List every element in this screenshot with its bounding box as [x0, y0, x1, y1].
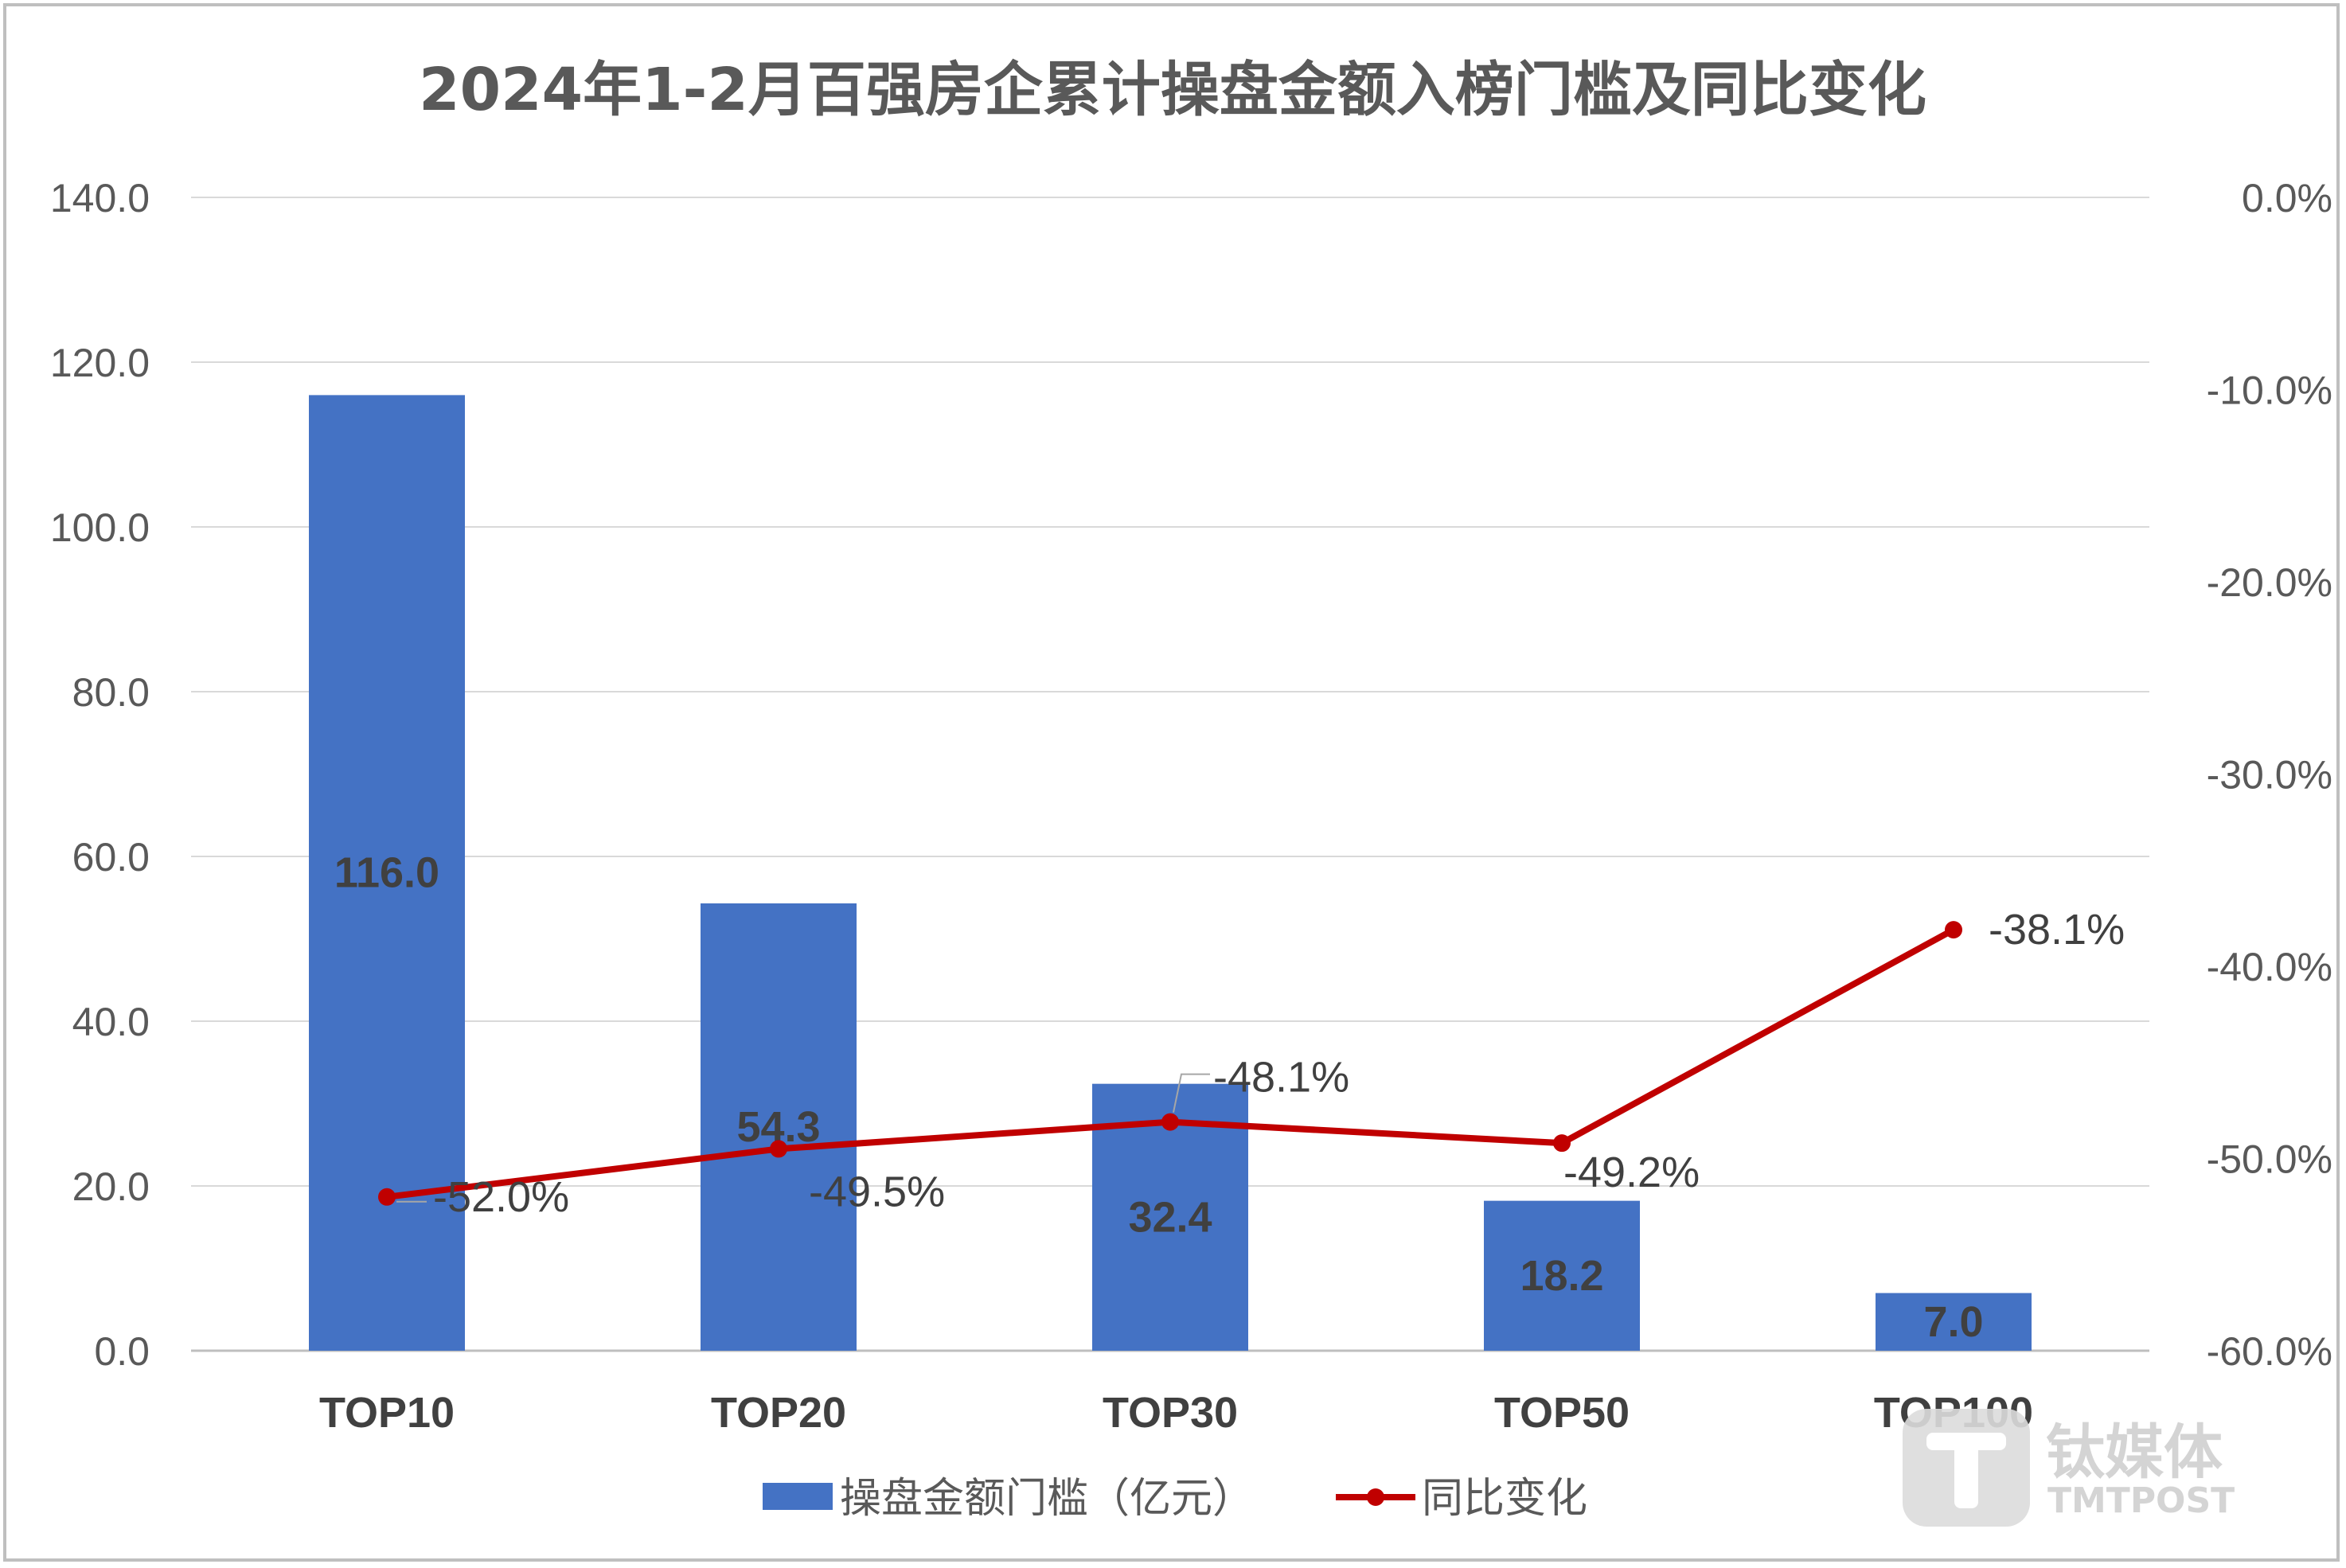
bar-series: 116.054.332.418.27.0	[309, 395, 2032, 1351]
right-tick-label: -40.0%	[2207, 945, 2332, 989]
left-tick-label: 140.0	[50, 176, 150, 220]
watermark: 钛媒体 TMTPOST	[1903, 1409, 2235, 1527]
line-point	[378, 1188, 396, 1206]
left-tick-label: 40.0	[72, 1000, 150, 1044]
line-value-label: -49.2%	[1563, 1149, 1700, 1196]
gridlines	[191, 197, 2149, 1352]
bar	[1876, 1293, 2032, 1351]
line-point	[1945, 921, 1962, 939]
line-value-label: -48.1%	[1213, 1054, 1349, 1102]
left-tick-label: 120.0	[50, 341, 150, 385]
line-value-label: -49.5%	[809, 1168, 945, 1215]
line-point	[1553, 1134, 1571, 1153]
right-tick-label: -30.0%	[2207, 753, 2332, 798]
right-tick-label: 0.0%	[2242, 176, 2332, 220]
left-tick-label: 100.0	[50, 505, 150, 550]
right-tick-label: -60.0%	[2207, 1329, 2332, 1374]
left-tick-label: 20.0	[72, 1164, 150, 1209]
right-axis-ticks: -60.0% -50.0% -40.0% -30.0% -20.0% -10.0% 0.0%	[2207, 176, 2332, 1374]
bar-value-label: 116.0	[334, 849, 439, 897]
category-label: TOP50	[1494, 1389, 1630, 1437]
left-tick-label: 60.0	[72, 835, 150, 880]
bar	[1484, 1200, 1640, 1351]
bar-value-label: 7.0	[1923, 1298, 1983, 1346]
bar	[701, 903, 857, 1351]
legend-bar-label: 操盘金额门槛（亿元）	[840, 1475, 1254, 1523]
legend-line-label: 同比变化	[1422, 1475, 1587, 1523]
line-series: -52.0% -49.5% -48.1% -49.2% -38.1%	[378, 906, 2125, 1221]
legend: 操盘金额门槛（亿元） 同比变化	[763, 1475, 1587, 1523]
line-point	[770, 1140, 787, 1158]
category-label: TOP20	[711, 1389, 846, 1437]
watermark-sub: TMTPOST	[2047, 1480, 2235, 1521]
category-label: TOP10	[319, 1389, 455, 1437]
category-axis-labels: TOP10TOP20TOP30TOP50TOP100	[319, 1389, 2033, 1437]
right-tick-label: -10.0%	[2207, 369, 2332, 413]
legend-line-marker	[1367, 1488, 1384, 1506]
chart-title: 2024年1-2月百强房企累计操盘金额入榜门槛及同比变化	[419, 56, 1926, 124]
bar-value-label: 18.2	[1520, 1252, 1603, 1300]
right-tick-label: -20.0%	[2207, 560, 2332, 605]
bar-value-label: 32.4	[1128, 1193, 1212, 1241]
line-value-label: -38.1%	[1989, 906, 2125, 954]
watermark-logo-stem	[1954, 1433, 1978, 1508]
right-tick-label: -50.0%	[2207, 1137, 2332, 1182]
legend-bar-swatch	[763, 1483, 833, 1510]
watermark-brand: 钛媒体	[2046, 1418, 2223, 1487]
category-label: TOP30	[1103, 1389, 1238, 1437]
left-axis-ticks: 0.0 20.0 40.0 60.0 80.0 100.0 120.0 140.0	[50, 176, 150, 1374]
left-tick-label: 0.0	[94, 1329, 150, 1374]
line-value-label: -52.0%	[433, 1173, 569, 1221]
label-leader	[1173, 1073, 1210, 1113]
line-point	[1161, 1113, 1179, 1131]
left-tick-label: 80.0	[72, 670, 150, 715]
